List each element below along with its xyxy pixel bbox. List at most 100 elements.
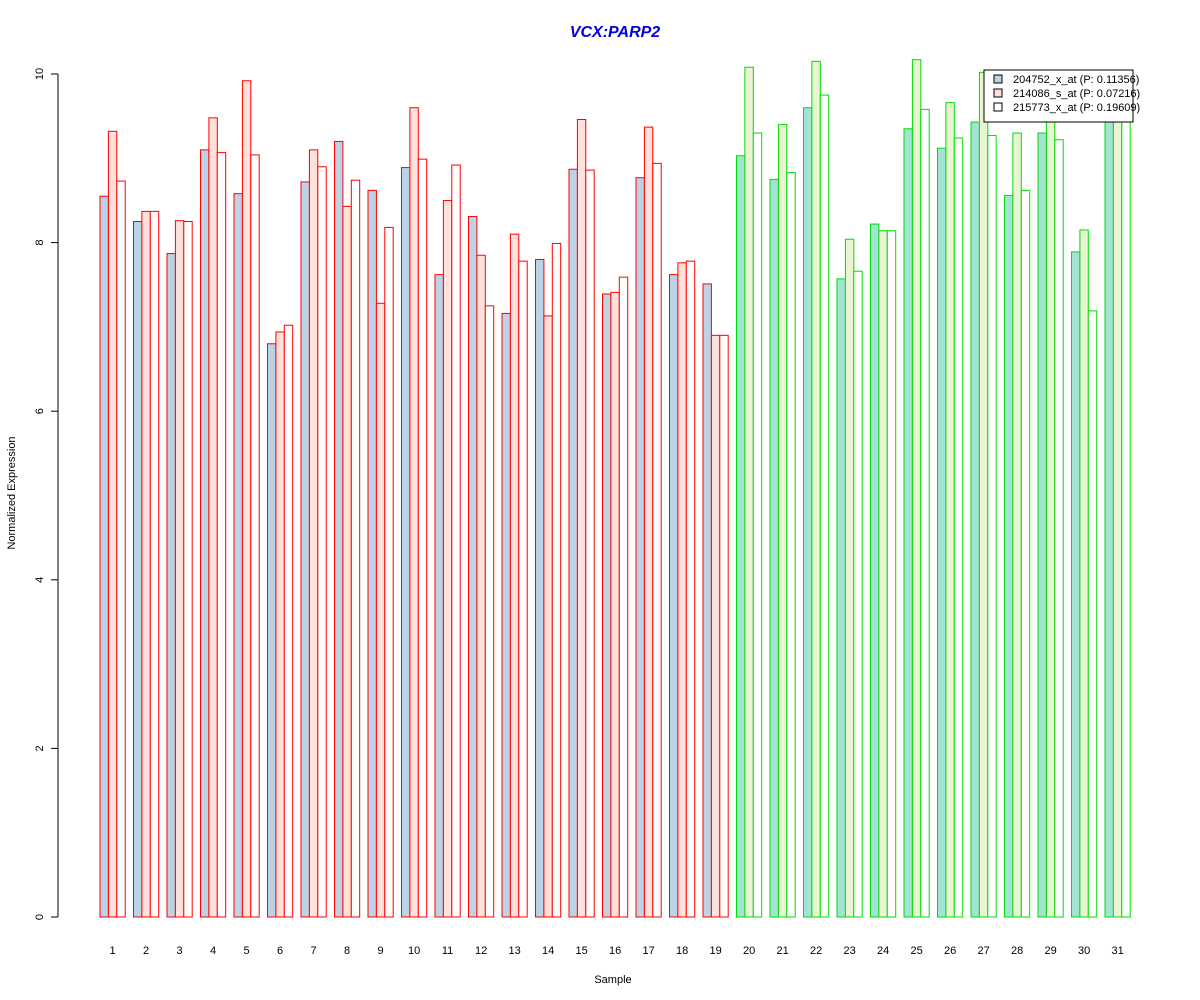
y-axis: 0 2 4 6 8 10 [34, 68, 59, 920]
bar-sample-10-series-2 [409, 107, 419, 918]
bar-sample-28-series-1 [1004, 194, 1014, 918]
bar-sample-21-series-1 [769, 178, 779, 918]
y-tick-label: 2 [34, 745, 46, 751]
y-tick-label: 6 [34, 408, 46, 414]
x-tick-label: 23 [843, 945, 855, 957]
bar-sample-28-series-2 [1012, 132, 1022, 918]
bar-sample-24-series-2 [878, 230, 888, 918]
x-tick-label: 31 [1111, 945, 1123, 957]
bar-sample-14-series-3 [551, 242, 562, 918]
bar-sample-26-series-3 [953, 137, 964, 918]
legend: 204752_x_at (P: 0.11356) 214086_s_at (P: … [983, 69, 1140, 123]
bar-sample-11-series-1 [434, 274, 444, 918]
bar-sample-17-series-3 [652, 162, 662, 918]
bar-sample-13-series-2 [509, 233, 520, 918]
bar-sample-17-series-1 [635, 177, 645, 918]
bar-sample-19-series-3 [719, 334, 729, 918]
bar-sample-7-series-3 [317, 166, 327, 918]
x-tick-label: 25 [910, 945, 922, 957]
x-tick-label: 29 [1044, 945, 1056, 957]
x-tick-label: 6 [277, 945, 283, 957]
x-tick-label: 13 [508, 945, 520, 957]
bar-sample-25-series-2 [911, 59, 922, 918]
bar-sample-9-series-2 [375, 302, 386, 918]
bar-sample-23-series-1 [836, 278, 846, 918]
x-tick-label: 11 [442, 945, 453, 957]
chart-title: VCX:PARP2 [570, 24, 660, 41]
bar-sample-22-series-3 [819, 94, 830, 918]
bar-sample-9-series-3 [384, 226, 394, 918]
bar-sample-6-series-1 [267, 343, 277, 918]
x-tick-label: 5 [244, 945, 250, 957]
x-tick-label: 17 [642, 945, 654, 957]
bar-sample-6-series-2 [275, 331, 285, 918]
bar-sample-15-series-1 [568, 168, 578, 918]
bar-sample-3-series-3 [183, 221, 193, 918]
bar-sample-24-series-1 [870, 223, 880, 918]
bar-sample-29-series-1 [1037, 132, 1047, 918]
bar-sample-20-series-3 [752, 132, 763, 918]
legend-entry-2: 214086_s_at (P: 0.07216) [1013, 88, 1140, 100]
bar-sample-3-series-2 [174, 220, 185, 918]
x-tick-label: 8 [344, 945, 350, 957]
bar-sample-15-series-2 [576, 119, 587, 918]
x-tick-label: 20 [743, 945, 755, 957]
bar-sample-8-series-2 [342, 205, 352, 918]
bar-sample-30-series-1 [1071, 251, 1081, 918]
y-axis-label: Normalized Expression [6, 436, 18, 549]
x-tick-label: 15 [575, 945, 587, 957]
bar-sample-16-series-3 [618, 276, 629, 918]
x-tick-label: 24 [877, 945, 889, 957]
x-tick-label: 4 [210, 945, 216, 957]
bar-sample-13-series-1 [501, 312, 511, 918]
x-tick-label: 12 [475, 945, 487, 957]
bar-sample-24-series-3 [886, 230, 897, 918]
bar-sample-29-series-2 [1045, 111, 1056, 918]
bar-sample-12-series-3 [484, 305, 495, 918]
bar-sample-16-series-1 [602, 293, 612, 918]
bar-sample-11-series-2 [442, 199, 453, 918]
x-tick-label: 14 [542, 945, 554, 957]
bar-sample-29-series-3 [1054, 139, 1064, 918]
bar-sample-19-series-2 [710, 334, 721, 918]
bar-sample-26-series-2 [945, 102, 955, 918]
x-tick-label: 3 [177, 945, 183, 957]
bar-sample-1-series-3 [116, 180, 126, 918]
bar-sample-30-series-2 [1079, 229, 1089, 918]
bar-sample-27-series-3 [987, 135, 997, 918]
bar-sample-23-series-2 [844, 238, 855, 918]
x-tick-label: 10 [408, 945, 420, 957]
bar-sample-27-series-1 [970, 121, 980, 918]
legend-entry-1: 204752_x_at (P: 0.11356) [1013, 74, 1139, 86]
bar-sample-6-series-3 [283, 324, 294, 918]
bars [99, 59, 1131, 918]
bar-sample-18-series-3 [685, 260, 696, 918]
x-tick-label: 18 [676, 945, 688, 957]
bar-sample-28-series-3 [1020, 189, 1031, 918]
bar-sample-21-series-3 [786, 172, 796, 918]
legend-swatch-1 [993, 74, 1003, 84]
x-tick-label: 2 [143, 945, 149, 957]
bar-sample-31-series-3 [1121, 115, 1131, 918]
bar-sample-4-series-3 [216, 151, 227, 918]
bar-sample-22-series-2 [811, 60, 821, 918]
x-tick-label: 26 [944, 945, 956, 957]
bar-sample-21-series-2 [777, 124, 788, 918]
bar-sample-2-series-1 [133, 221, 143, 918]
bar-sample-31-series-1 [1104, 111, 1114, 918]
y-tick-label: 4 [34, 577, 46, 583]
bar-sample-1-series-1 [99, 195, 109, 918]
bar-sample-14-series-1 [535, 258, 545, 918]
bar-sample-23-series-3 [853, 270, 863, 918]
bar-sample-15-series-3 [585, 169, 595, 918]
x-tick-labels: 1 2 3 4 5 6 7 8 9 10 11 12 13 14 15 16 17 18 19 20 21 22 23 24 2… [110, 945, 1124, 957]
bar-sample-5-series-2 [241, 80, 252, 918]
bar-sample-2-series-3 [149, 210, 160, 918]
bar-sample-12-series-2 [476, 254, 486, 918]
bar-sample-14-series-2 [543, 315, 553, 918]
legend-swatch-2 [993, 88, 1003, 98]
bar-sample-1-series-2 [107, 130, 118, 918]
bar-sample-10-series-3 [417, 158, 428, 918]
bar-sample-25-series-3 [920, 108, 930, 918]
